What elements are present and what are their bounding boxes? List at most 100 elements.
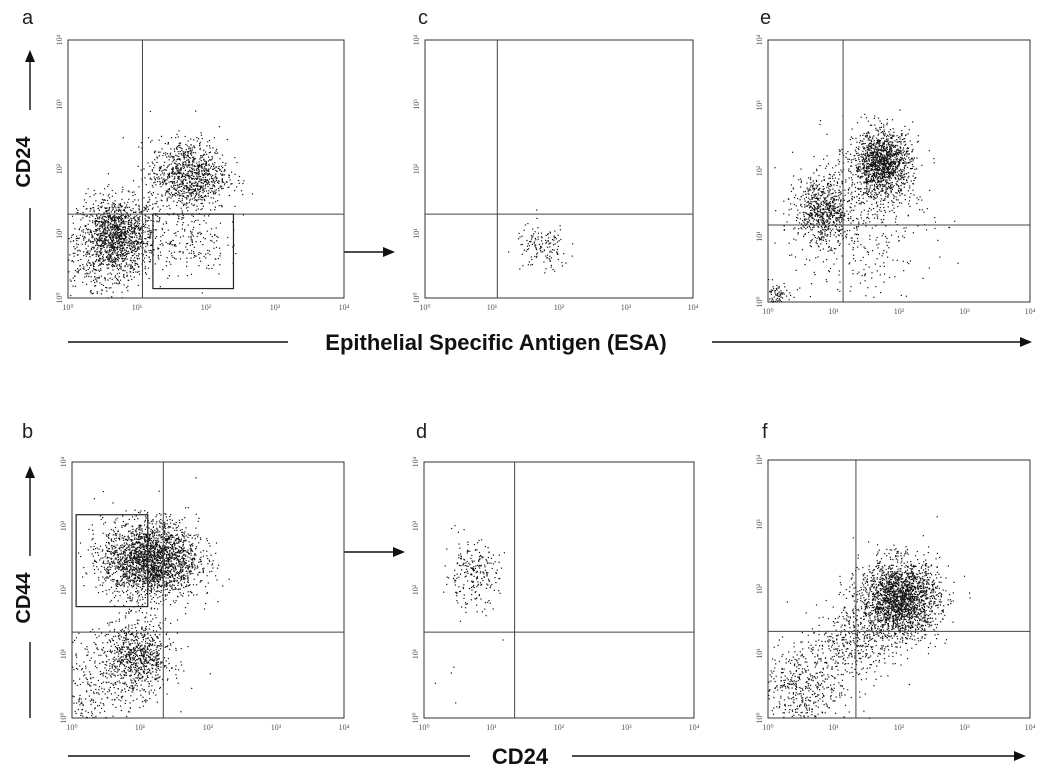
data-point <box>545 255 547 257</box>
data-point <box>828 208 830 210</box>
data-point <box>193 146 195 148</box>
data-point <box>138 265 140 268</box>
data-point <box>173 158 175 160</box>
data-point <box>104 277 106 279</box>
data-point <box>89 240 91 242</box>
data-point <box>879 152 882 154</box>
data-point <box>176 147 178 149</box>
data-point <box>111 219 114 221</box>
data-point <box>128 220 130 222</box>
data-point <box>96 281 98 283</box>
data-point <box>893 172 895 174</box>
data-point <box>95 222 97 225</box>
data-point <box>206 182 208 184</box>
data-point <box>182 252 184 254</box>
data-point <box>189 185 191 187</box>
data-point <box>151 184 153 187</box>
data-point <box>871 146 873 148</box>
data-point <box>814 209 816 211</box>
data-point <box>900 143 902 145</box>
data-point <box>829 201 831 203</box>
data-point <box>208 190 210 192</box>
data-point <box>870 181 872 183</box>
data-point <box>129 233 131 235</box>
data-point <box>73 261 75 263</box>
data-point <box>102 260 104 262</box>
data-point <box>129 268 131 270</box>
data-point <box>194 158 196 160</box>
data-point <box>886 151 889 154</box>
data-point <box>171 195 173 197</box>
data-point <box>113 240 115 242</box>
data-point <box>887 143 889 145</box>
data-point <box>175 147 178 149</box>
data-point <box>116 232 119 234</box>
data-point <box>131 243 133 245</box>
data-point <box>124 259 126 261</box>
data-point <box>889 147 891 149</box>
data-point <box>171 171 173 173</box>
data-point <box>901 138 903 141</box>
data-point <box>181 200 183 202</box>
data-point <box>525 250 527 252</box>
data-point <box>149 237 151 239</box>
data-point <box>132 267 134 269</box>
data-point <box>885 171 887 173</box>
data-point <box>180 142 182 144</box>
data-point <box>95 230 97 232</box>
data-point <box>800 178 802 180</box>
data-point <box>179 194 181 196</box>
data-point <box>105 208 107 210</box>
data-point <box>103 259 105 261</box>
data-point <box>904 165 906 167</box>
data-point <box>184 151 186 153</box>
data-point <box>159 217 161 219</box>
data-point <box>115 222 117 224</box>
data-point <box>201 163 203 165</box>
data-point <box>890 187 892 190</box>
data-point <box>111 260 114 262</box>
data-point <box>140 236 142 238</box>
data-point <box>107 239 109 241</box>
data-point <box>103 219 105 221</box>
data-point <box>804 223 806 225</box>
data-point <box>134 257 136 259</box>
data-point <box>561 265 564 267</box>
data-point <box>827 184 829 186</box>
data-point <box>106 252 108 254</box>
data-point <box>200 165 202 167</box>
data-point <box>138 208 140 210</box>
data-point <box>176 224 178 226</box>
data-point <box>109 255 111 257</box>
data-point <box>808 202 810 204</box>
data-point <box>100 251 102 253</box>
data-point <box>900 158 902 160</box>
data-point <box>189 200 191 202</box>
data-point <box>169 194 171 196</box>
data-point <box>82 211 84 214</box>
data-point <box>107 221 109 223</box>
data-point <box>199 195 201 197</box>
data-point <box>118 254 120 256</box>
data-point <box>855 202 858 204</box>
data-point <box>208 215 210 217</box>
data-point <box>188 236 190 238</box>
data-point <box>906 148 908 150</box>
data-point <box>180 147 182 149</box>
data-point <box>871 197 873 199</box>
data-point <box>186 174 189 177</box>
data-point <box>885 182 887 184</box>
data-point <box>859 177 861 179</box>
data-point <box>874 160 876 162</box>
data-point <box>900 152 902 154</box>
data-point <box>847 192 849 194</box>
data-point <box>859 163 861 165</box>
data-point <box>876 177 878 179</box>
data-point <box>197 208 199 210</box>
data-point <box>894 140 896 142</box>
data-point <box>131 231 133 233</box>
data-point <box>88 238 90 240</box>
data-point <box>879 156 881 158</box>
data-point <box>807 190 809 192</box>
data-point <box>116 230 118 232</box>
